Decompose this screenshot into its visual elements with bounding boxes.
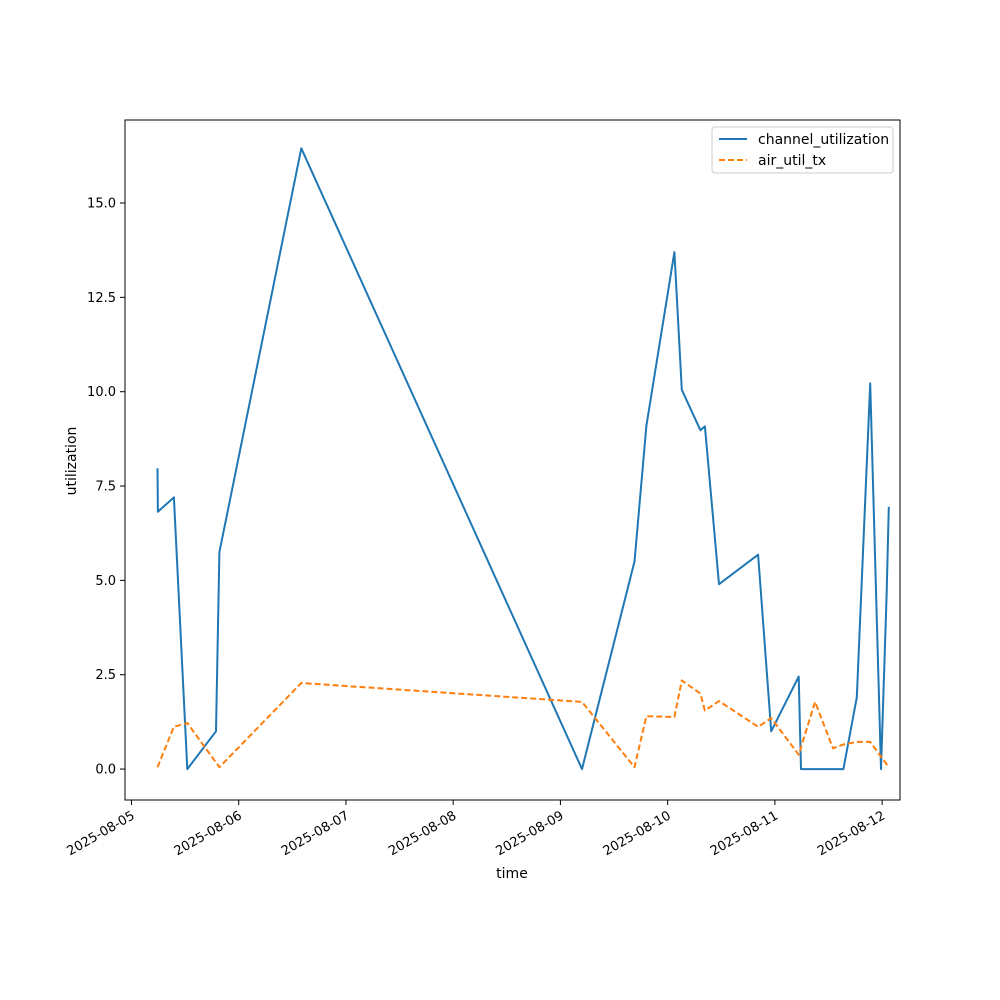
y-tick-label: 0.0: [95, 763, 116, 778]
plot-area: [156, 147, 890, 771]
series-line-channel-utilization: [156, 147, 890, 771]
y-tick-label: 15.0: [87, 197, 116, 212]
x-axis-label: time: [496, 866, 528, 882]
y-axis-label: utilization: [64, 427, 80, 496]
legend: channel_utilization air_util_tx: [711, 126, 894, 174]
y-tick-label: 2.5: [95, 668, 116, 683]
y-tick-label: 10.0: [87, 385, 116, 400]
legend-box: [711, 126, 894, 174]
legend-label-air-util-tx: air_util_tx: [758, 153, 826, 169]
legend-label-channel-utilization: channel_utilization: [758, 132, 889, 148]
axes-frame: [124, 119, 901, 801]
y-axis: 0.0 2.5 5.0 7.5 10.0 12.5 15.0: [87, 197, 125, 778]
y-tick-label: 7.5: [95, 480, 116, 495]
y-tick-label: 12.5: [87, 291, 116, 306]
y-tick-label: 5.0: [95, 574, 116, 589]
